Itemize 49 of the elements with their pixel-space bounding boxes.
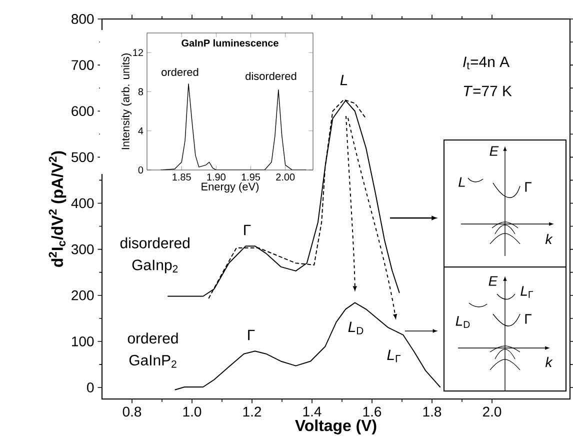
annotation: I$_{t}$=4n A: [463, 56, 510, 70]
annotation: k: [545, 234, 553, 244]
y-tick-label: 800: [72, 14, 94, 24]
legend-label: ordered GaInP$_{2}$: [128, 332, 178, 368]
chart-title: GaInP luminescence: [182, 39, 278, 47]
legend-label: disordered GaInp$_{2}$: [120, 237, 190, 274]
annotation: E: [490, 146, 499, 156]
annotation: T=77 K: [464, 86, 512, 96]
x-tick-label: 0.8: [122, 406, 142, 417]
annotation: L$_{Γ}$: [520, 286, 534, 298]
y-tick-label: 600: [72, 106, 94, 116]
annotation: Γ: [525, 314, 532, 324]
annotation: L$_{D}$: [348, 322, 364, 334]
y-tick-label: 12: [133, 49, 143, 56]
y-tick-label: 200: [72, 290, 94, 300]
x-tick-label: 1.85: [172, 174, 191, 181]
annotation: Γ: [248, 330, 255, 340]
x-axis-title: Voltage (V): [295, 419, 376, 434]
annotation: L: [458, 177, 465, 187]
annotation: L$_{Γ}$: [387, 350, 400, 362]
annotation: ordered: [162, 68, 198, 76]
y-tick-label: 500: [72, 152, 94, 162]
annotation: E: [488, 276, 498, 286]
x-tick-label: 1.4: [303, 406, 322, 416]
annotation: Γ: [525, 182, 532, 192]
annotation: L$_{D}$: [456, 316, 470, 328]
text: d$^{2}$I$_{c}$/dV$^{2}$ (pA/V$^{2}$): [48, 151, 66, 267]
x-tick-label: 2.00: [276, 174, 295, 181]
x-tick-label: 1.95: [242, 174, 260, 181]
x-tick-label: 1.2: [243, 406, 262, 416]
y-tick-label: 4: [138, 127, 144, 134]
y-tick-label: 700: [72, 60, 94, 70]
x-tick-label: 2.0: [483, 406, 502, 417]
annotation: disordered: [246, 72, 296, 80]
x-tick-label: 1.6: [363, 406, 382, 417]
annotation: Γ: [244, 224, 251, 236]
y-tick-label: 100: [72, 336, 94, 346]
annotation: k: [545, 356, 553, 368]
x-tick-label: 1.8: [423, 406, 442, 417]
x-tick-label: 1.0: [183, 406, 202, 417]
y-axis-title: Intensity (arb. units): [121, 54, 132, 150]
y-tick-label: 0: [87, 382, 94, 392]
y-tick-label: 0: [138, 166, 144, 174]
y-tick-label: 400: [71, 198, 94, 208]
x-tick-label: 1.90: [207, 174, 226, 181]
y-tick-label: 8: [138, 88, 144, 96]
x-axis-title: Energy (eV): [202, 182, 259, 193]
annotation: L: [340, 74, 348, 86]
y-tick-label: 300: [71, 244, 94, 254]
